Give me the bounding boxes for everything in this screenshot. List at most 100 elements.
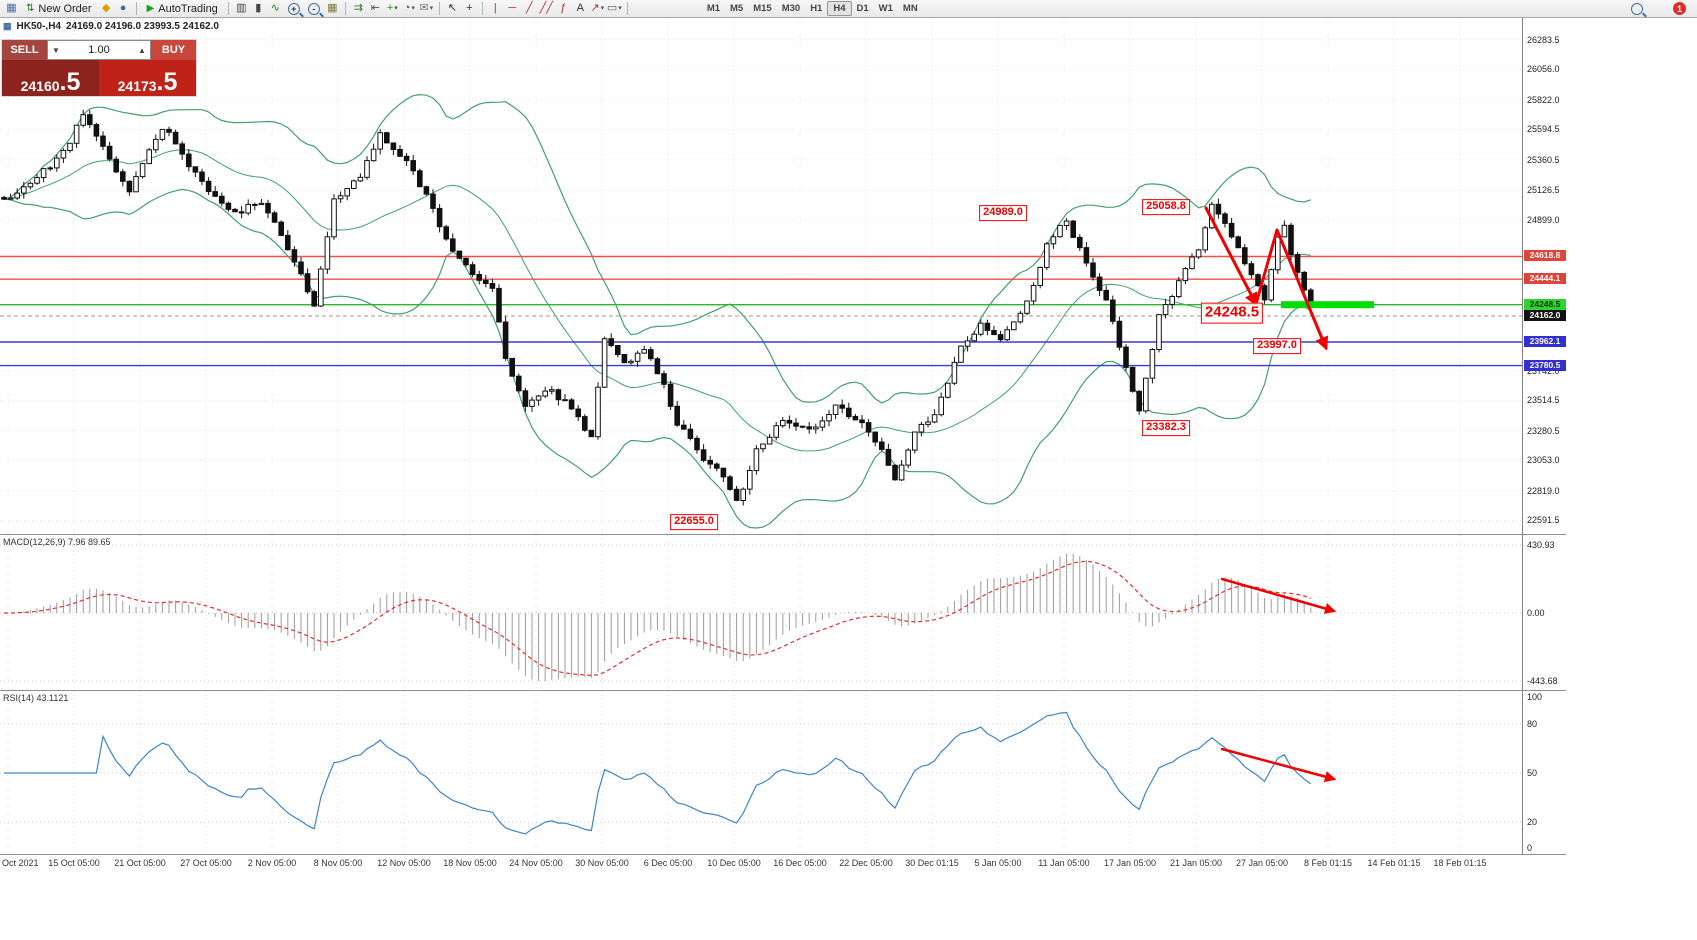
price-axis-label: 25594.5: [1527, 124, 1560, 135]
price-annotation[interactable]: 25058.8: [1142, 199, 1190, 215]
sell-price[interactable]: 24160.5: [2, 60, 99, 96]
auto-scroll-icon[interactable]: ⇉: [353, 2, 363, 14]
time-label: 6 Dec 05:00: [643, 858, 693, 868]
price-chart[interactable]: [0, 18, 1522, 535]
time-label: 2 Nov 05:00: [247, 858, 297, 868]
lot-size-value[interactable]: 1.00: [88, 44, 110, 56]
trend-arrows[interactable]: [1204, 206, 1329, 351]
time-label: 27 Oct 05:00: [180, 858, 232, 868]
channel-icon[interactable]: ╱╱: [539, 2, 553, 14]
rsi-grid: [0, 691, 1522, 854]
current-price-tag[interactable]: 24162.0: [1524, 309, 1566, 321]
timeframe-mn[interactable]: MN: [902, 3, 918, 14]
resistance-price-tag-1[interactable]: 24618.8: [1524, 250, 1566, 262]
time-label: 17 Jan 05:00: [1103, 858, 1157, 868]
price-annotation[interactable]: 23997.0: [1253, 338, 1301, 354]
line-chart-icon[interactable]: ∿: [270, 2, 280, 14]
trendline-icon[interactable]: ╱: [526, 2, 533, 14]
timeframe-m5[interactable]: M5: [730, 3, 744, 14]
time-label: 22 Dec 05:00: [839, 858, 893, 868]
price-axis-label: 22591.5: [1527, 515, 1560, 526]
vertical-line-icon[interactable]: |: [493, 2, 497, 14]
crosshair-icon[interactable]: +: [466, 2, 473, 14]
time-axis[interactable]: Oct 2021 15 Oct 05:00 21 Oct 05:00 27 Oct 0…: [0, 855, 1566, 871]
rsi-chart[interactable]: [0, 691, 1522, 855]
rsi-panel[interactable]: 100 80 50 20 0 RSI(14) 43.1121: [0, 691, 1566, 855]
search-icon[interactable]: [1631, 2, 1643, 15]
rsi-axis-label: 50: [1527, 768, 1538, 778]
macd-axis-label: 0.00: [1527, 608, 1545, 618]
cursor-icon[interactable]: ↖: [447, 2, 457, 14]
lot-decrease-button[interactable]: ▼: [52, 45, 60, 55]
shapes-icon[interactable]: ▭ ▾: [606, 2, 622, 14]
time-label: 8 Nov 05:00: [313, 858, 363, 868]
new-order-button[interactable]: ⇅ New Order: [20, 1, 98, 17]
horizontal-line-icon[interactable]: ─: [508, 2, 517, 14]
tile-windows-icon[interactable]: ▦: [327, 2, 338, 14]
support-price-tag-1[interactable]: 23962.1: [1524, 335, 1566, 347]
main-chart-panel[interactable]: 26283.5 26056.0 25822.0 25594.5 25360.5 25126…: [0, 18, 1566, 535]
timeframe-toolbar: M1 M5 M15 M30 H1 H4 D1 W1 MN: [702, 1, 923, 16]
sell-price-main: 24160: [20, 78, 60, 94]
timeframe-m30[interactable]: M30: [781, 3, 801, 14]
bollinger-bands: [3, 93, 1312, 529]
support-zone-highlight[interactable]: [1281, 301, 1374, 309]
chart-shift-icon[interactable]: ⇤: [370, 2, 380, 14]
chart-window-icon[interactable]: ▦: [6, 2, 17, 14]
notifications-badge[interactable]: 1: [1673, 2, 1686, 15]
price-axis[interactable]: 26283.5 26056.0 25822.0 25594.5 25360.5 25126…: [1522, 18, 1566, 534]
toolbar-separator: [344, 2, 346, 15]
price-axis-label: 25360.5: [1527, 154, 1560, 165]
sell-button[interactable]: SELL: [2, 40, 47, 60]
price-axis-label: 24899.0: [1527, 214, 1560, 225]
autotrading-button[interactable]: ▶ AutoTrading: [141, 1, 224, 17]
timeframe-d1[interactable]: D1: [856, 3, 869, 14]
buy-button[interactable]: BUY: [151, 40, 196, 60]
price-annotation[interactable]: 24989.0: [979, 205, 1027, 221]
macd-indicator-label: MACD(12,26,9) 7.96 89.65: [3, 537, 111, 547]
fibonacci-icon[interactable]: ƒ: [560, 2, 567, 14]
price-axis-label: 23280.5: [1527, 425, 1560, 436]
time-label: 15 Oct 05:00: [48, 858, 100, 868]
timeframe-h4[interactable]: H4: [827, 1, 852, 16]
candlestick-chart-icon[interactable]: ▮: [255, 2, 262, 14]
zoom-in-icon[interactable]: +: [287, 2, 300, 15]
price-axis-label: 22819.0: [1527, 485, 1560, 496]
zoom-out-icon[interactable]: -: [307, 2, 320, 15]
timeframe-m15[interactable]: M15: [753, 3, 772, 14]
price-annotation[interactable]: 24248.5: [1200, 302, 1264, 324]
shapes-icon-caret: ▾: [618, 5, 622, 12]
periods-icon[interactable]: ◔ ▾: [403, 2, 415, 14]
lot-size-field[interactable]: ▼ 1.00 ▲: [47, 40, 151, 60]
arrow-tool-icon[interactable]: ↗ ▾: [590, 2, 605, 14]
price-annotation[interactable]: 23382.3: [1142, 420, 1190, 436]
pivot-price-tag[interactable]: 24248.5: [1524, 298, 1566, 310]
toolbar-separator: [135, 2, 137, 15]
support-price-tag-2[interactable]: 23780.5: [1524, 359, 1566, 371]
text-tool-icon[interactable]: A: [576, 2, 584, 14]
price-annotation[interactable]: 22655.0: [670, 514, 718, 530]
metaeditor-icon[interactable]: ◆: [101, 2, 111, 14]
rsi-axis: 100 80 50 20 0: [1522, 691, 1566, 854]
macd-trend-arrow[interactable]: [1220, 577, 1337, 614]
macd-grid: [0, 535, 1522, 690]
timeframe-w1[interactable]: W1: [878, 3, 893, 14]
rsi-trend-arrow[interactable]: [1220, 747, 1337, 783]
macd-panel[interactable]: 430.93 0.00 -443.68 MACD(12,26,9) 7.96 89.…: [0, 535, 1566, 691]
one-click-trading-panel[interactable]: SELL ▼ 1.00 ▲ BUY 24160.5 24173.5: [2, 40, 196, 96]
chart-icon: ▦: [3, 21, 12, 31]
templates-icon[interactable]: ✉ ▾: [419, 2, 434, 14]
autotrading-button-label: AutoTrading: [158, 2, 218, 15]
indicators-list-icon[interactable]: + ▾: [386, 2, 398, 14]
expert-advisors-icon[interactable]: ●: [119, 2, 127, 14]
main-toolbar: ▦ ⇅ New Order ◆ ● ▶ AutoTrading ▥ ▮ ∿ + - ▦ ⇉ ⇤ + ▾ ◔ ▾ ✉ ▾ ↖…: [0, 0, 1697, 18]
candles-layer: [1, 109, 1314, 506]
timeframe-h1[interactable]: H1: [810, 3, 823, 14]
macd-chart[interactable]: [0, 535, 1522, 691]
bar-chart-icon[interactable]: ▥: [236, 2, 247, 14]
buy-price[interactable]: 24173.5: [99, 60, 196, 96]
resistance-price-tag-2[interactable]: 24444.1: [1524, 273, 1566, 285]
toolbar-separator: [481, 2, 483, 15]
lot-increase-button[interactable]: ▲: [138, 45, 146, 55]
timeframe-m1[interactable]: M1: [706, 3, 721, 14]
